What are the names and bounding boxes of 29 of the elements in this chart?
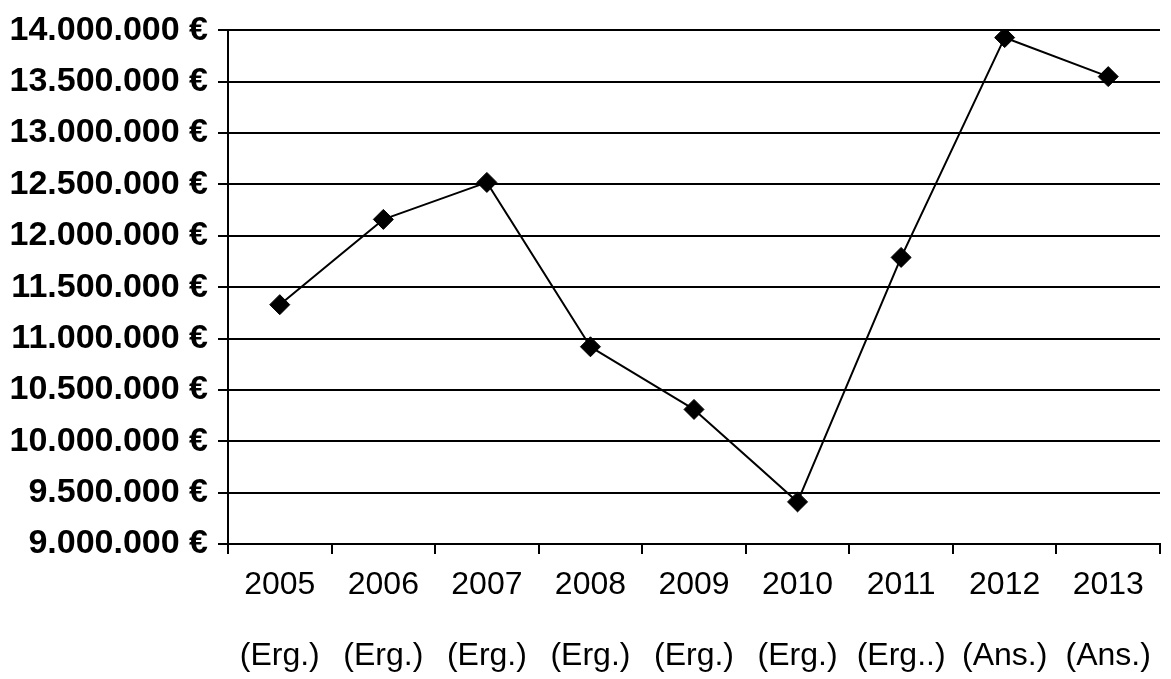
point [269, 294, 291, 316]
x-tick-label: 2012 (Ans.) [961, 565, 1048, 672]
x-tick-label: 2005 (Erg.) [239, 565, 320, 672]
y-tick-label: 10.000.000 € [9, 419, 209, 458]
y-tick-label: 13.500.000 € [9, 60, 209, 99]
y-tick-label: 12.500.000 € [9, 162, 209, 201]
x-tick-label: 2007 (Erg.) [446, 565, 527, 672]
y-tick-label: 9.500.000 € [28, 471, 209, 510]
x-tick-label: 2013 (Ans.) [1065, 565, 1151, 672]
point [579, 336, 601, 358]
y-tick-label: 11.000.000 € [11, 316, 209, 355]
y-tick-label: 14.000.000 € [9, 8, 209, 47]
x-tick-label: 2009 (Erg.) [654, 565, 734, 672]
point [372, 208, 394, 230]
point [890, 246, 912, 268]
point [683, 398, 705, 420]
point [1097, 66, 1119, 88]
y-tick-label: 9.000.000 € [28, 522, 209, 561]
y-tick-label: 11.500.000 € [11, 265, 209, 304]
x-tick-label: 2010 (Erg.) [757, 565, 838, 672]
point [787, 491, 809, 513]
x-tick-label: 2006 (Erg.) [343, 565, 424, 672]
x-tick-label: 2008 (Erg.) [550, 565, 631, 672]
x-tick-label: 2011 (Erg..) [856, 565, 946, 672]
point [476, 171, 498, 193]
y-tick-label: 13.000.000 € [9, 111, 209, 150]
y-tick-label: 12.000.000 € [9, 214, 209, 253]
y-tick-label: 10.500.000 € [9, 368, 209, 407]
point [994, 30, 1016, 49]
